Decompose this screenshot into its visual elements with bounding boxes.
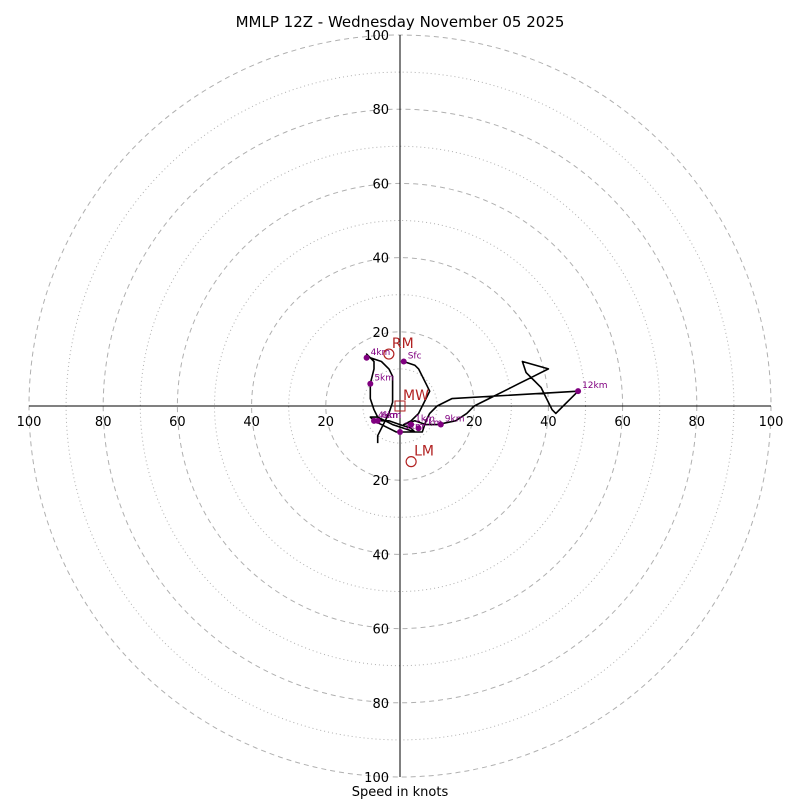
axes — [29, 35, 771, 777]
tick-labels: 100 80 60 40 20 20 40 60 80 100 100 80 60 40 20 20 40 60 8… — [17, 29, 784, 786]
height-marker — [363, 354, 370, 361]
height-label: 4km — [371, 348, 391, 358]
x-axis-label: Speed in knots — [352, 785, 449, 800]
x-tick-label: 40 — [540, 415, 557, 430]
height-marker — [415, 425, 422, 432]
motion-marker — [394, 400, 406, 412]
x-tick-label: 100 — [17, 415, 42, 430]
height-label: 1km — [415, 415, 435, 425]
y-tick-label: 20 — [372, 326, 389, 341]
y-tick-label: 80 — [372, 697, 389, 712]
motion-marker — [383, 348, 395, 360]
chart-title: MMLP 12Z - Wednesday November 05 2025 — [236, 13, 565, 31]
height-label: 12km — [582, 381, 607, 391]
motion-marker — [405, 456, 417, 468]
x-tick-label: 80 — [689, 415, 706, 430]
hodograph-trace-line — [365, 353, 579, 444]
height-marker — [397, 428, 403, 435]
y-tick-label: 40 — [372, 548, 389, 563]
x-tick-label: 20 — [466, 415, 483, 430]
height-label: 4km — [378, 411, 398, 421]
height-label: 5km — [374, 374, 394, 384]
x-tick-label: 40 — [243, 415, 260, 430]
x-tick-label: 20 — [318, 415, 335, 430]
storm-motion-markers: RM MW LM — [383, 336, 434, 468]
x-tick-label: 60 — [614, 415, 631, 430]
y-tick-label: 20 — [372, 474, 389, 489]
motion-label: MW — [403, 388, 429, 404]
height-label: 2km — [423, 418, 443, 428]
height-marker — [408, 421, 415, 428]
motion-label: RM — [392, 336, 414, 352]
y-tick-label: 60 — [372, 177, 389, 192]
height-marker — [400, 358, 407, 365]
height-marker — [367, 380, 374, 387]
height-marker — [575, 388, 582, 395]
height-marker — [374, 417, 381, 424]
y-tick-label: 60 — [372, 623, 389, 638]
x-tick-label: 80 — [95, 415, 112, 430]
height-label: 3km — [404, 422, 424, 432]
height-label: 6km — [382, 411, 402, 421]
x-tick-label: 60 — [169, 415, 186, 430]
motion-label: LM — [414, 444, 434, 460]
wind-trace — [365, 353, 579, 444]
x-tick-label: 100 — [759, 415, 784, 430]
height-label: 9km — [445, 415, 465, 425]
y-tick-label: 100 — [364, 29, 389, 44]
height-label: Sfc — [408, 351, 422, 361]
height-marker — [437, 421, 444, 428]
y-tick-label: 100 — [364, 771, 389, 786]
y-tick-label: 80 — [372, 103, 389, 118]
y-tick-label: 40 — [372, 252, 389, 267]
